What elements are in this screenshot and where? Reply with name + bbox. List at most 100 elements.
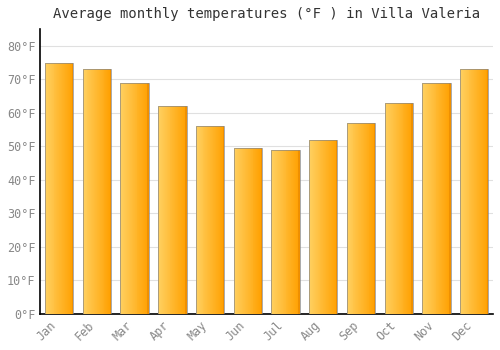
Bar (127, 83, 128, 314)
Bar (446, 83, 447, 314)
Bar (422, 83, 424, 314)
Bar (465, 69, 466, 314)
Bar (462, 69, 463, 314)
Bar (159, 106, 160, 314)
Bar (294, 150, 295, 314)
Bar (328, 140, 329, 314)
Bar (47, 63, 48, 314)
Bar (110, 69, 111, 314)
Bar (204, 126, 206, 314)
Bar (86, 69, 88, 314)
Bar (354, 123, 356, 314)
Bar (222, 126, 224, 314)
Bar (438, 83, 440, 314)
Bar (384, 103, 386, 314)
Bar (184, 106, 186, 314)
Bar (426, 83, 427, 314)
Bar (260, 148, 262, 314)
Bar (170, 106, 172, 314)
Bar (99, 69, 100, 314)
Bar (347, 123, 375, 314)
Bar (425, 83, 426, 314)
Bar (210, 126, 211, 314)
Bar (296, 150, 297, 314)
Bar (254, 148, 256, 314)
Bar (62, 63, 63, 314)
Bar (138, 83, 140, 314)
Bar (216, 126, 218, 314)
Bar (96, 69, 97, 314)
Bar (475, 69, 476, 314)
Bar (347, 123, 348, 314)
Bar (309, 140, 338, 314)
Bar (83, 69, 111, 314)
Bar (406, 103, 408, 314)
Bar (59, 63, 60, 314)
Bar (396, 103, 397, 314)
Bar (427, 83, 428, 314)
Bar (236, 148, 238, 314)
Bar (448, 83, 449, 314)
Bar (125, 83, 126, 314)
Bar (481, 69, 482, 314)
Bar (430, 83, 431, 314)
Bar (234, 148, 262, 314)
Bar (248, 148, 249, 314)
Bar (176, 106, 177, 314)
Bar (448, 83, 450, 314)
Bar (360, 123, 361, 314)
Bar (320, 140, 322, 314)
Bar (202, 126, 203, 314)
Bar (88, 69, 90, 314)
Bar (365, 123, 366, 314)
Bar (200, 126, 202, 314)
Bar (357, 123, 358, 314)
Bar (410, 103, 411, 314)
Bar (336, 140, 338, 314)
Bar (72, 63, 74, 314)
Bar (476, 69, 477, 314)
Bar (366, 123, 368, 314)
Bar (282, 150, 284, 314)
Bar (310, 140, 311, 314)
Bar (148, 83, 149, 314)
Bar (391, 103, 392, 314)
Bar (247, 148, 248, 314)
Bar (165, 106, 166, 314)
Bar (440, 83, 441, 314)
Bar (442, 83, 443, 314)
Bar (60, 63, 61, 314)
Bar (278, 150, 279, 314)
Bar (168, 106, 170, 314)
Bar (286, 150, 288, 314)
Bar (84, 69, 86, 314)
Bar (161, 106, 162, 314)
Bar (52, 63, 54, 314)
Bar (215, 126, 216, 314)
Bar (238, 148, 240, 314)
Bar (276, 150, 277, 314)
Bar (460, 69, 461, 314)
Bar (315, 140, 316, 314)
Bar (120, 83, 149, 314)
Bar (100, 69, 102, 314)
Bar (64, 63, 65, 314)
Bar (97, 69, 98, 314)
Bar (246, 148, 247, 314)
Bar (163, 106, 164, 314)
Bar (480, 69, 481, 314)
Bar (298, 150, 299, 314)
Bar (482, 69, 484, 314)
Bar (110, 69, 111, 314)
Bar (261, 148, 262, 314)
Bar (332, 140, 334, 314)
Bar (402, 103, 404, 314)
Bar (220, 126, 222, 314)
Bar (257, 148, 258, 314)
Bar (466, 69, 468, 314)
Bar (393, 103, 394, 314)
Bar (143, 83, 144, 314)
Bar (142, 83, 143, 314)
Bar (292, 150, 293, 314)
Bar (134, 83, 136, 314)
